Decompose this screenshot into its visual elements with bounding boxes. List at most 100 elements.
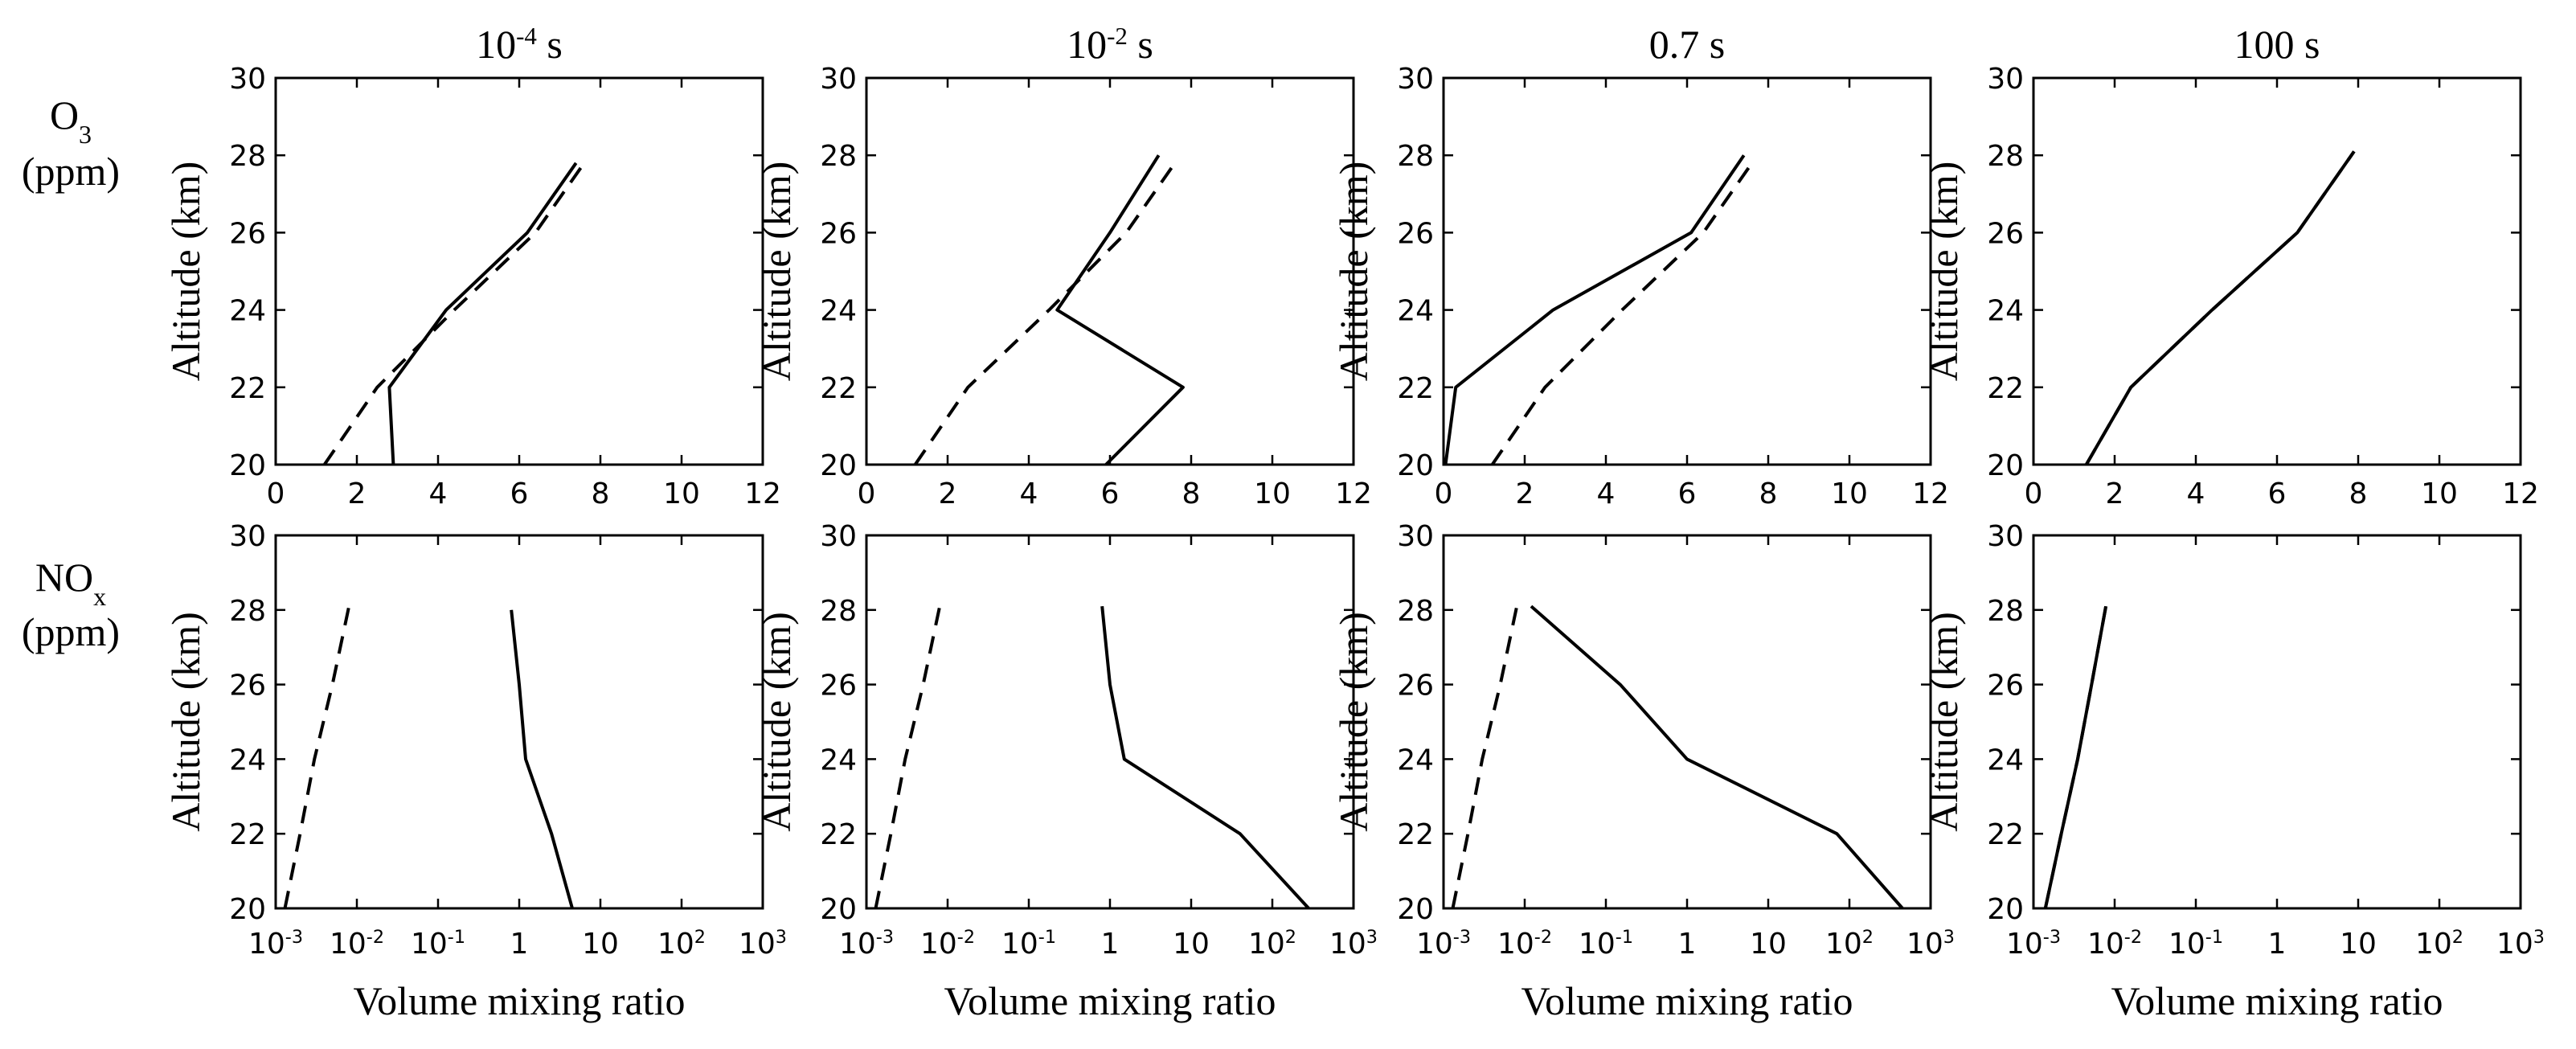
x-tick-label: 102 [1825,927,1874,961]
y-axis-label: Altitude (km) [163,162,208,382]
y-axis-label: Altitude (km) [163,612,208,832]
x-tick-label: 4 [1597,477,1616,510]
y-tick-label: 26 [820,217,857,250]
x-tick-label: 103 [1906,927,1955,961]
y-tick-label: 22 [229,372,266,405]
series-line-dashed [874,605,942,909]
y-tick-label: 30 [1397,63,1434,96]
x-tick-label: 10-1 [411,927,465,961]
series-line-dashed [1451,605,1519,909]
y-tick-label: 20 [229,449,266,482]
y-tick-label: 26 [229,217,266,250]
x-tick-label: 10 [1173,928,1210,961]
y-tick-label: 26 [229,670,266,703]
y-tick-label: 22 [820,372,857,405]
y-tick-label: 20 [229,893,266,926]
x-tick-label: 1 [1101,928,1120,961]
series-line-dashed [2043,605,2108,909]
y-tick-label: 28 [1397,595,1434,628]
x-axis-label: Volume mixing ratio [2111,978,2443,1023]
x-tick-label: 10-2 [920,927,975,961]
y-tick-label: 26 [1397,217,1434,250]
column-title-3: 100 s [2234,22,2320,67]
plot-frame [865,76,1355,466]
x-tick-label: 103 [2496,927,2545,961]
x-tick-label: 4 [429,477,448,510]
x-tick-label: 0 [267,477,285,510]
y-tick-label: 28 [229,140,266,173]
y-axis-label: Altitude (km) [1331,162,1376,382]
y-tick-label: 26 [1987,217,2024,250]
y-tick-label: 22 [1397,818,1434,851]
chart-1-1: 20 22 24 26 28 30 10-3 10-2 10-1 1 10 102 103 Altitud… [754,520,1378,1023]
x-tick-label: 102 [657,927,706,961]
x-tick-label: 8 [592,477,610,510]
x-tick-label: 2 [348,477,367,510]
x-tick-label: 0 [1435,477,1453,510]
x-tick-label: 12 [2502,477,2539,510]
plot-frame [2032,534,2522,910]
y-tick-label: 22 [1987,372,2024,405]
x-tick-label: 10-3 [1416,927,1471,961]
x-tick-label: 10-2 [2087,927,2142,961]
x-tick-label: 10-1 [2169,927,2223,961]
row-label-unit-0: (ppm) [22,149,120,194]
y-tick-label: 26 [820,670,857,703]
y-axis-label: Altitude (km) [1921,612,1966,832]
y-tick-label: 28 [229,595,266,628]
series-line-dashed [322,162,586,466]
x-tick-label: 10-1 [1001,927,1056,961]
y-tick-label: 20 [1397,893,1434,926]
y-tick-label: 24 [1987,295,2024,328]
x-tick-label: 8 [2349,477,2368,510]
x-tick-label: 10-1 [1579,927,1633,961]
x-tick-label: 10 [2421,477,2458,510]
row-label-unit-1: (ppm) [22,609,120,654]
x-tick-label: 103 [1329,927,1378,961]
series-line-solid [1444,154,1746,465]
y-tick-label: 22 [1397,372,1434,405]
y-tick-label: 28 [1987,140,2024,173]
y-tick-label: 28 [1397,140,1434,173]
series-line-solid [2084,150,2356,465]
series-line-solid [1055,154,1185,466]
x-axis-label: Volume mixing ratio [354,978,686,1023]
row-label-species-0: O3 [50,92,92,149]
x-tick-label: 10 [1750,928,1787,961]
x-tick-label: 103 [739,927,787,961]
x-tick-label: 10 [663,477,700,510]
y-tick-label: 24 [229,744,266,777]
series-line-solid [1100,605,1310,910]
x-tick-label: 10 [582,928,619,961]
row-label-species-1: NOx [35,555,106,611]
y-tick-label: 28 [820,595,857,628]
x-tick-label: 10 [1254,477,1291,510]
x-tick-label: 10-2 [1497,927,1552,961]
plot-frame [2032,76,2522,466]
x-tick-label: 6 [510,477,529,510]
y-tick-label: 20 [1397,449,1434,482]
x-tick-label: 10-3 [839,927,894,961]
y-tick-label: 30 [1397,520,1434,553]
plot-frame [274,534,764,910]
y-tick-label: 26 [1987,670,2024,703]
x-tick-label: 4 [1020,477,1038,510]
y-axis-label: Altitude (km) [754,612,799,832]
x-tick-label: 0 [858,477,876,510]
x-tick-label: 4 [2187,477,2205,510]
x-tick-label: 0 [2025,477,2043,510]
x-tick-label: 102 [2415,927,2463,961]
y-tick-label: 22 [229,818,266,851]
y-tick-label: 24 [1397,295,1434,328]
x-tick-label: 10-3 [248,927,303,961]
series-line-dashed [2084,150,2356,465]
chart-1-0: 20 22 24 26 28 30 10-3 10-2 10-1 1 10 102 103 Altitud… [163,520,787,1023]
y-tick-label: 24 [229,295,266,328]
x-tick-label: 1 [1678,928,1697,961]
x-tick-label: 10 [2340,928,2377,961]
y-tick-label: 24 [820,295,857,328]
y-tick-label: 20 [1987,449,2024,482]
x-tick-label: 1 [2268,928,2287,961]
